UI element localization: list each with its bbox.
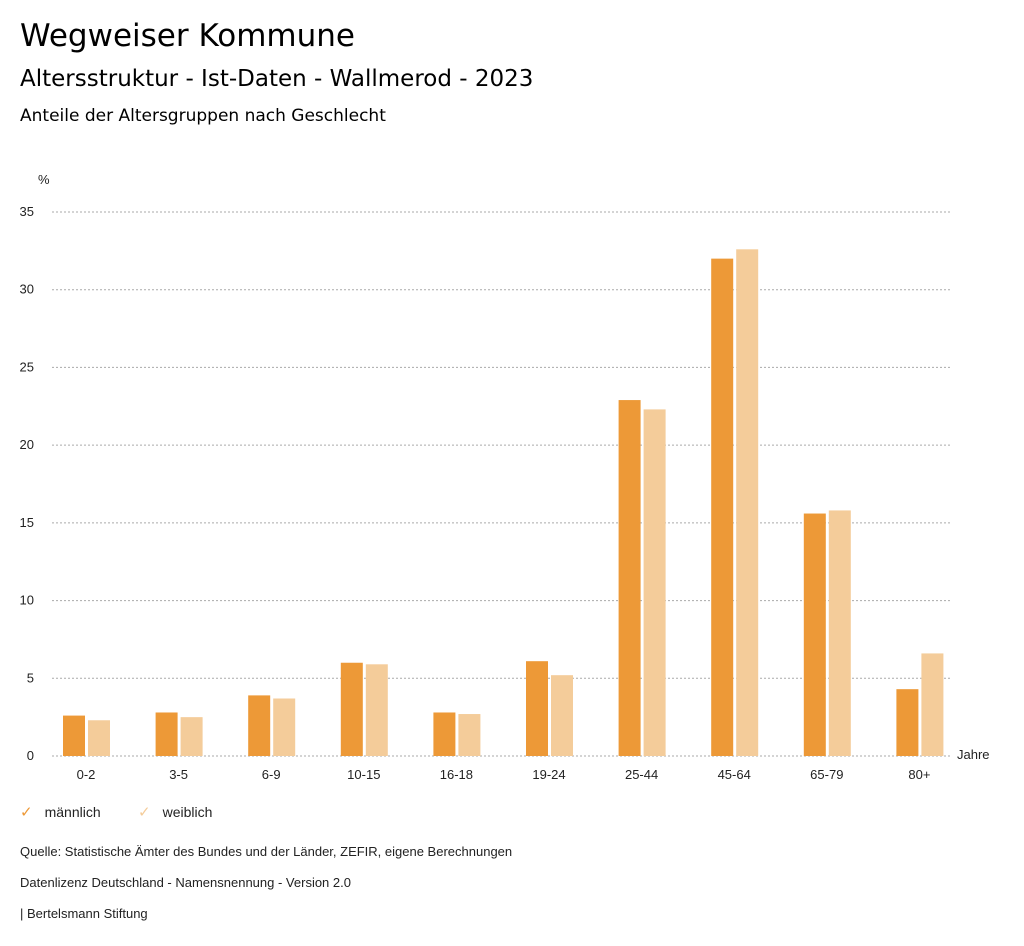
y-tick-label: 10 (20, 593, 34, 608)
bar-weiblich-16-18[interactable] (458, 714, 481, 756)
y-tick-label: 20 (20, 437, 34, 452)
brand-note: | Bertelsmann Stiftung (20, 906, 148, 921)
check-icon: ✓ (138, 804, 151, 821)
bar-weiblich-6-9[interactable] (273, 698, 296, 756)
y-tick-label: 35 (20, 204, 34, 219)
bar-weiblich-10-15[interactable] (365, 664, 388, 756)
x-tick-label: 45-64 (718, 767, 751, 782)
x-tick-label: 10-15 (347, 767, 380, 782)
x-tick-label: 6-9 (262, 767, 281, 782)
legend-label: männlich (44, 804, 101, 820)
bar-maennlich-45-64[interactable] (711, 258, 734, 756)
bar-maennlich-10-15[interactable] (340, 662, 363, 756)
x-tick-label: 0-2 (77, 767, 96, 782)
bar-maennlich-65-79[interactable] (803, 513, 826, 756)
x-tick-label: 80+ (908, 767, 930, 782)
bar-weiblich-0-2[interactable] (88, 720, 110, 756)
bar-weiblich-3-5[interactable] (180, 717, 203, 756)
y-tick-label: 15 (20, 515, 34, 530)
x-tick-label: 19-24 (532, 767, 565, 782)
y-tick-label: 30 (20, 282, 34, 297)
x-tick-label: 65-79 (810, 767, 843, 782)
bar-maennlich-25-44[interactable] (618, 400, 641, 756)
source-note: Quelle: Statistische Ämter des Bundes un… (20, 844, 513, 859)
chart-title: Anteile der Altersgruppen nach Geschlech… (20, 106, 386, 126)
check-icon: ✓ (20, 804, 33, 821)
x-tick-label: 3-5 (169, 767, 188, 782)
y-axis-label: % (38, 172, 50, 187)
y-tick-label: 5 (27, 670, 34, 685)
x-axis-label: Jahre (957, 747, 990, 762)
bar-weiblich-80+[interactable] (921, 653, 944, 756)
x-tick-label: 25-44 (625, 767, 658, 782)
x-tick-label: 16-18 (440, 767, 473, 782)
bar-maennlich-19-24[interactable] (526, 661, 548, 756)
bar-weiblich-65-79[interactable] (828, 510, 851, 756)
legend-item-maennlich[interactable]: ✓ männlich (20, 803, 101, 821)
page-subtitle: Altersstruktur - Ist-Daten - Wallmerod -… (20, 66, 534, 92)
y-tick-label: 0 (27, 748, 34, 763)
y-tick-label: 25 (20, 359, 34, 374)
bar-maennlich-3-5[interactable] (155, 712, 178, 756)
legend-label: weiblich (162, 804, 213, 820)
license-note: Datenlizenz Deutschland - Namensnennung … (20, 875, 351, 890)
app-title: Wegweiser Kommune (20, 18, 355, 54)
legend-item-weiblich[interactable]: ✓ weiblich (138, 803, 212, 821)
bar-weiblich-19-24[interactable] (551, 675, 573, 756)
bar-maennlich-80+[interactable] (896, 689, 919, 756)
bar-weiblich-25-44[interactable] (643, 409, 666, 756)
bar-maennlich-6-9[interactable] (248, 695, 271, 756)
bar-chart: % Jahre 0 5 10 15 20 25 30 35 0-2 3-5 6-9 10-15 16-1… (20, 172, 990, 782)
bar-weiblich-45-64[interactable] (736, 249, 759, 756)
bar-maennlich-16-18[interactable] (433, 712, 456, 756)
bar-maennlich-0-2[interactable] (63, 715, 85, 756)
